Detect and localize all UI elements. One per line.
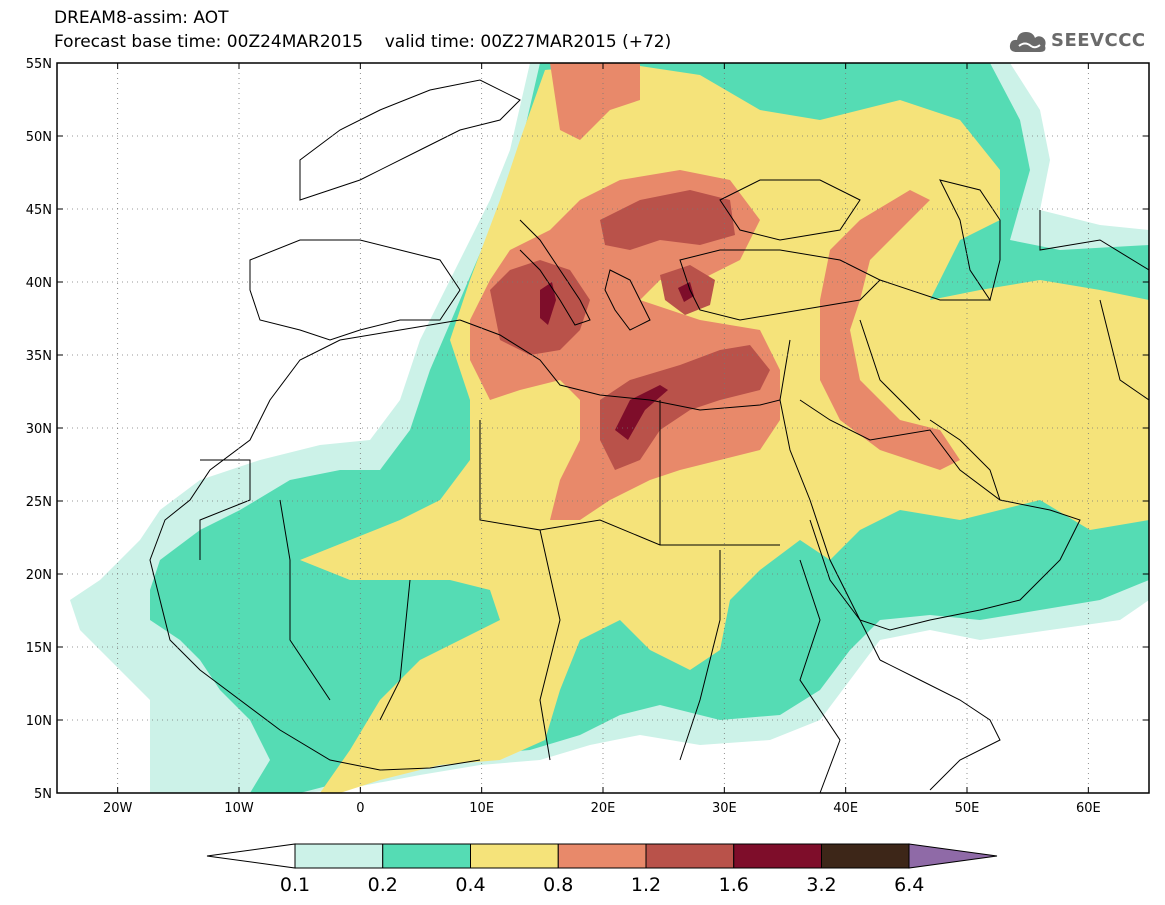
border-9 [859, 319, 921, 421]
colorbar-low-arrow [206, 843, 296, 869]
colorbar-label: 1.2 [631, 874, 661, 896]
coastline-iberia [249, 239, 461, 341]
border-10 [879, 279, 990, 301]
lon-tick-label: 40E [833, 801, 858, 816]
coastline-mediterranean [459, 319, 791, 411]
lat-tick-label: 50N [26, 130, 52, 145]
valid-time: valid time: 00Z27MAR2015 (+72) [384, 32, 672, 52]
colorbar-label: 1.6 [719, 874, 749, 896]
lat-tick-label: 20N [26, 568, 52, 583]
colorbar-swatch [821, 843, 910, 869]
coastline-gulf [929, 419, 1001, 501]
logo-text: SEEVCCC [1051, 30, 1146, 51]
coastline-black-sea [719, 179, 861, 241]
lat-tick-label: 45N [26, 203, 52, 218]
lon-tick-label: 30E [712, 801, 737, 816]
border-5 [279, 499, 331, 701]
lat-tick-label: 40N [26, 276, 52, 291]
colorbar-swatch [733, 843, 822, 869]
colorbar-label: 0.8 [543, 874, 573, 896]
colorbar-label: 0.4 [455, 874, 485, 896]
colorbar-label: 3.2 [806, 874, 836, 896]
coastlines [149, 79, 1149, 793]
colorbar-swatch [557, 843, 647, 869]
colorbar-swatch [294, 843, 384, 869]
border-8 [799, 559, 841, 793]
seevccc-logo: SEEVCCC [1007, 24, 1147, 58]
coastline-arabia [799, 399, 1081, 631]
map-subtitle: Forecast base time: 00Z24MAR2015 valid t… [54, 32, 671, 52]
border-1 [539, 519, 780, 546]
border-2 [479, 420, 561, 761]
coastline-caspian [939, 179, 1001, 302]
lon-tick-label: 0 [356, 801, 364, 816]
coastline-france-uk [299, 79, 521, 201]
lat-tick-label: 55N [26, 57, 52, 72]
colorbar-label: 0.2 [368, 874, 398, 896]
lat-tick-label: 10N [26, 714, 52, 729]
lat-tick-label: 25N [26, 495, 52, 510]
lon-tick-label: 60E [1076, 801, 1101, 816]
border-4 [199, 459, 251, 560]
colorbar-label: 6.4 [894, 874, 924, 896]
border-7 [679, 550, 721, 761]
coastline-greece [604, 269, 651, 331]
aot-contour-fields [57, 63, 1149, 793]
lon-tick-label: 50E [955, 801, 980, 816]
lat-tick-label: 15N [26, 641, 52, 656]
coastline-turkey [679, 249, 881, 321]
map-title: DREAM8-assim: AOT [54, 8, 229, 28]
lat-tick-label: 5N [34, 787, 52, 802]
axis-ticks [57, 62, 1149, 794]
title-line1: DREAM8-assim: AOT [54, 8, 229, 28]
border-12 [1099, 299, 1149, 401]
lat-tick-label: 30N [26, 422, 52, 437]
colorbar-swatch [382, 843, 471, 869]
colorbar-swatch [470, 843, 559, 869]
lat-tick-label: 35N [26, 349, 52, 364]
lon-tick-label: 10E [469, 801, 494, 816]
coastline-horn [879, 659, 1001, 791]
aot-level-1.6-aegean [678, 282, 694, 302]
aot-level-0.8-east [820, 190, 960, 470]
colorbar-label: 0.1 [280, 874, 310, 896]
aot-level-0.8-west [550, 63, 640, 140]
aot-level-1.6-libya [615, 385, 668, 440]
border-6 [379, 579, 411, 721]
aot-level-0.8 [470, 170, 780, 520]
axis-tick-labels: 55N 50N 45N 40N 35N 30N 25N 20N 15N 10N 5N 20W 10W 0 1… [26, 57, 1101, 816]
coastline-africa-west [149, 319, 481, 771]
colorbar-high-arrow [908, 843, 998, 869]
gridlines [57, 63, 1149, 793]
lon-tick-label: 10W [224, 801, 254, 816]
lon-tick-label: 20W [103, 801, 133, 816]
border-11 [1039, 210, 1149, 271]
forecast-base-time: Forecast base time: 00Z24MAR2015 [54, 32, 364, 52]
lon-tick-label: 20E [591, 801, 616, 816]
colorbar-swatch [645, 843, 735, 869]
coastline-italy [519, 219, 591, 326]
aot-level-1.2-balkans [600, 190, 735, 250]
cloud-icon [1009, 32, 1046, 52]
coastline-red-sea [779, 399, 881, 661]
aot-level-1.6 [540, 282, 556, 325]
colorbar: 0.1 0.2 0.4 0.8 1.2 1.6 3.2 6.4 [206, 843, 998, 896]
